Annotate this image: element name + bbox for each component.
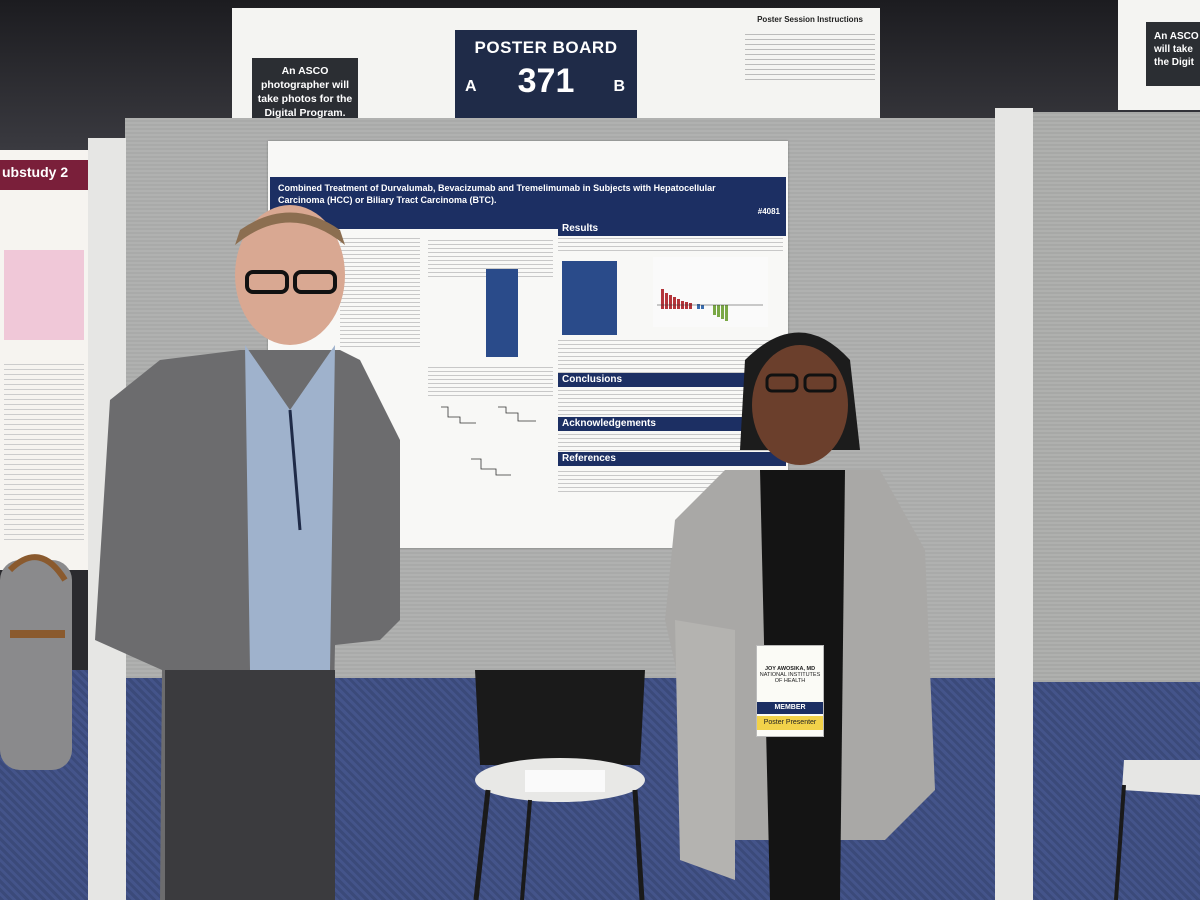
acknowledgements-text [558, 433, 783, 451]
results-header: Results [558, 222, 786, 236]
poster-number: #4081 [757, 207, 780, 216]
photographer-note: An ASCO photographer will take photos fo… [252, 58, 358, 119]
conclusions-header: Conclusions [558, 373, 786, 387]
response-table [562, 261, 617, 335]
side-b-label: B [613, 78, 625, 95]
references-header: References [558, 452, 786, 466]
poster-title-band [270, 177, 786, 229]
backpack [0, 554, 72, 770]
poster-title: Combined Treatment of Durvalumab, Bevaci… [278, 183, 716, 205]
neighbor-poster-title: ubstudy 2 [2, 164, 69, 180]
neighbor-felt-board [1032, 112, 1200, 682]
instructions-title: Poster Session Instructions [757, 15, 863, 24]
survival-curves [441, 406, 536, 476]
woman-presenter [665, 332, 935, 900]
chair [473, 670, 645, 900]
neighbor-poster: ubstudy 2 [0, 150, 90, 570]
waterfall-plot [653, 257, 768, 327]
patient-table [486, 269, 518, 357]
intro-text [340, 237, 420, 347]
man-presenter [95, 205, 400, 900]
neighbor-chair [1114, 760, 1200, 900]
research-poster: Combined Treatment of Durvalumab, Bevaci… [268, 141, 788, 548]
badge-name: JOY AWOSIKA, MD [764, 666, 816, 672]
followup-text [428, 366, 553, 396]
badge-org: NATIONAL INSTITUTES OF HEALTH [759, 672, 821, 684]
name-badge: JOY AWOSIKA, MD NATIONAL INSTITUTES OF H… [756, 645, 824, 737]
results-text [558, 237, 783, 251]
acknowledgements-header: Acknowledgements [558, 417, 786, 431]
board-number-sign: POSTER BOARD 371 A B [455, 30, 637, 124]
session-instructions: Poster Session Instructions [745, 15, 875, 100]
badge-member: MEMBER [757, 702, 823, 714]
side-a-label: A [465, 78, 477, 95]
board-title: POSTER BOARD [474, 38, 618, 57]
board-number: 371 [517, 62, 575, 100]
board-frame-right [995, 108, 1033, 900]
badge-role: Poster Presenter [757, 716, 823, 730]
neighbor-sign-text: An ASCO will take the Digit [1146, 22, 1200, 86]
